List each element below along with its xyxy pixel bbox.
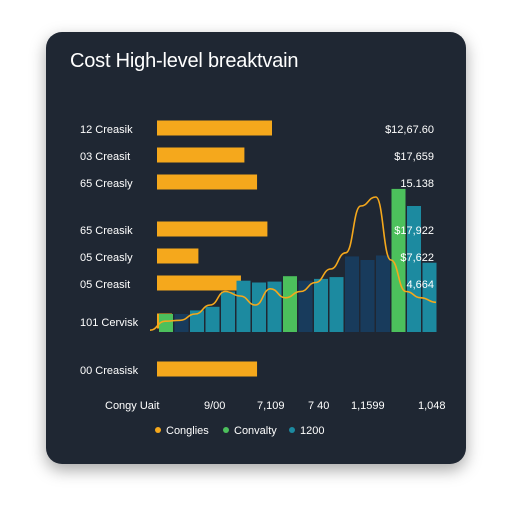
x-tick-label: 1,048 [418, 400, 446, 412]
category-label: 05 Creasly [80, 252, 133, 264]
legend-dot-teal [289, 427, 295, 433]
column-10 [298, 280, 313, 332]
chart-title: Cost High-level breaktvain [70, 50, 299, 72]
bar-6 [157, 275, 241, 291]
value-label: $17,922 [394, 225, 434, 237]
chart-plot: 12 Creasik 03 Creasit 65 Creasly 65 Creasik… [80, 120, 446, 437]
x-tick-label: 1,1599 [351, 400, 385, 412]
column-3 [190, 310, 204, 332]
category-label: 12 Creasik [80, 124, 133, 136]
bar-1 [157, 120, 272, 136]
value-label: $12,67.60 [385, 124, 434, 136]
column-5 [221, 291, 235, 332]
value-label: 15.138 [400, 178, 434, 190]
value-label: $7,622 [400, 252, 434, 264]
legend-label: Conglies [166, 425, 209, 437]
bar-5 [157, 248, 199, 264]
category-label: 03 Creasit [80, 151, 130, 163]
category-label: 65 Creasly [80, 178, 133, 190]
x-tick-label: Congy Uait [105, 400, 159, 412]
trend-line [149, 196, 437, 331]
x-tick-label: 7 40 [308, 400, 329, 412]
column-11 [314, 278, 328, 332]
legend-dot-green [223, 427, 229, 433]
bar-8 [157, 361, 258, 377]
column-15 [376, 255, 390, 332]
column-1 [159, 314, 173, 332]
column-12 [329, 277, 344, 332]
legend-label: Convalty [234, 425, 277, 437]
category-label: 05 Creasit [80, 279, 130, 291]
column-2 [174, 314, 189, 332]
chart-card: Cost High-level breaktvain 12 Creasik 03 … [46, 32, 466, 464]
legend-dot-orange [155, 427, 161, 433]
column-13 [345, 256, 359, 332]
x-tick-label: 9/00 [204, 400, 225, 412]
bar-3 [157, 174, 258, 190]
x-tick-label: 7,109 [257, 400, 285, 412]
column-7 [252, 282, 266, 332]
category-label: 65 Creasik [80, 225, 133, 237]
value-label: $17,659 [394, 151, 434, 163]
column-17 [407, 206, 421, 332]
column-9 [283, 276, 297, 332]
column-6 [236, 280, 251, 332]
category-label: 101 Cervisk [80, 317, 139, 329]
bar-2 [157, 147, 245, 163]
column-18 [422, 262, 437, 332]
category-label: 00 Creasisk [80, 365, 139, 377]
column-4 [205, 306, 220, 332]
legend-label: 1200 [300, 425, 324, 437]
value-label: 4,664 [406, 279, 434, 291]
column-14 [360, 260, 375, 332]
bar-4 [157, 221, 268, 237]
column-16 [391, 188, 406, 332]
